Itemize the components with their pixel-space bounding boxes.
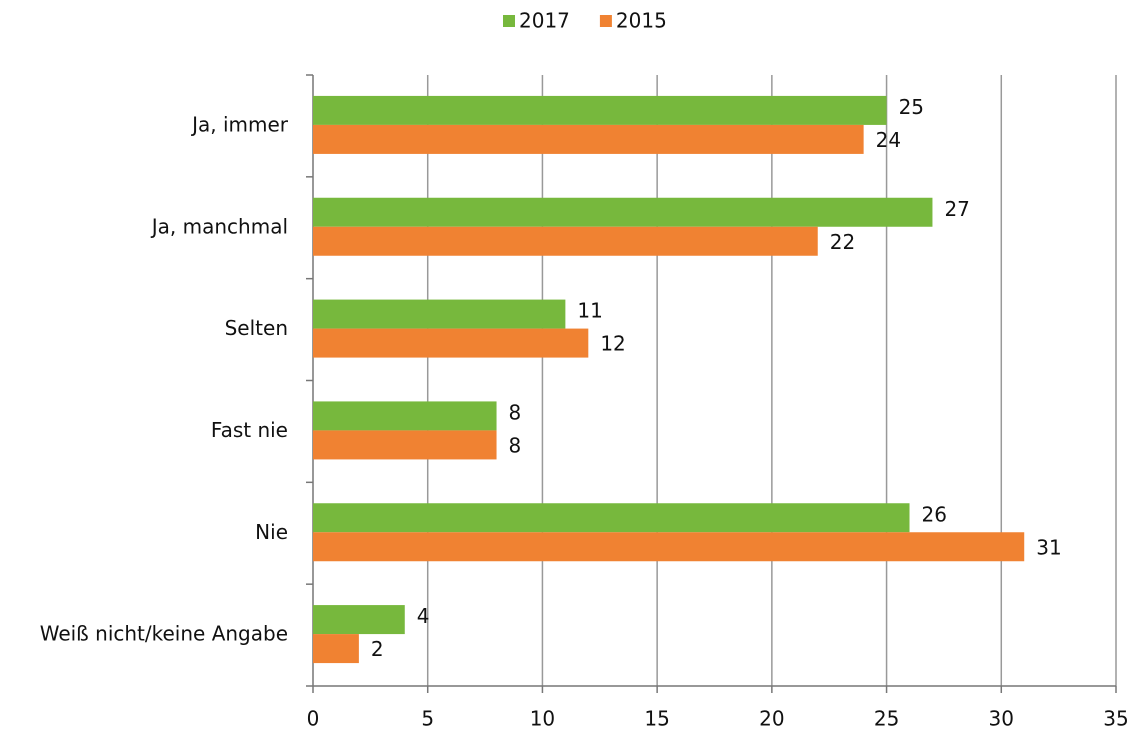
value-label: 8 (509, 433, 522, 457)
x-tick-label: 35 (1103, 707, 1128, 731)
x-tick-label: 15 (644, 707, 669, 731)
legend-swatch (599, 15, 612, 27)
legend-label: 2015 (616, 9, 667, 33)
bar (313, 430, 497, 460)
legend-swatch (503, 15, 515, 27)
value-label: 25 (899, 95, 924, 119)
x-tick-label: 0 (307, 707, 320, 731)
y-tick-label: Fast nie (211, 418, 288, 442)
value-label: 22 (830, 230, 855, 254)
x-tick-label: 30 (989, 707, 1014, 731)
value-label: 8 (509, 400, 522, 424)
value-label: 4 (417, 604, 430, 628)
y-tick-label: Nie (255, 520, 288, 544)
y-tick-label: Ja, immer (190, 112, 289, 136)
value-label: 31 (1036, 535, 1061, 559)
x-tick-label: 10 (530, 707, 555, 731)
bar (313, 226, 818, 256)
bar (313, 605, 405, 635)
legend-label: 2017 (519, 9, 570, 33)
x-tick-label: 20 (759, 707, 784, 731)
value-label: 11 (577, 299, 602, 323)
bar (313, 401, 497, 431)
x-tick-label: 5 (421, 707, 434, 731)
bar (313, 197, 933, 227)
value-label: 26 (922, 502, 947, 526)
bar (313, 124, 864, 154)
value-label: 27 (944, 197, 969, 221)
bar (313, 503, 910, 533)
x-tick-label: 25 (874, 707, 899, 731)
bar (313, 95, 887, 125)
bar (313, 532, 1025, 562)
bar (313, 634, 359, 664)
y-tick-label: Weiß nicht/keine Angabe (40, 622, 288, 646)
y-tick-label: Selten (225, 316, 288, 340)
value-label: 2 (371, 637, 384, 661)
bar (313, 299, 566, 329)
y-tick-label: Ja, manchmal (150, 214, 288, 238)
bar (313, 328, 589, 358)
value-label: 12 (600, 332, 625, 356)
value-label: 24 (876, 128, 901, 152)
